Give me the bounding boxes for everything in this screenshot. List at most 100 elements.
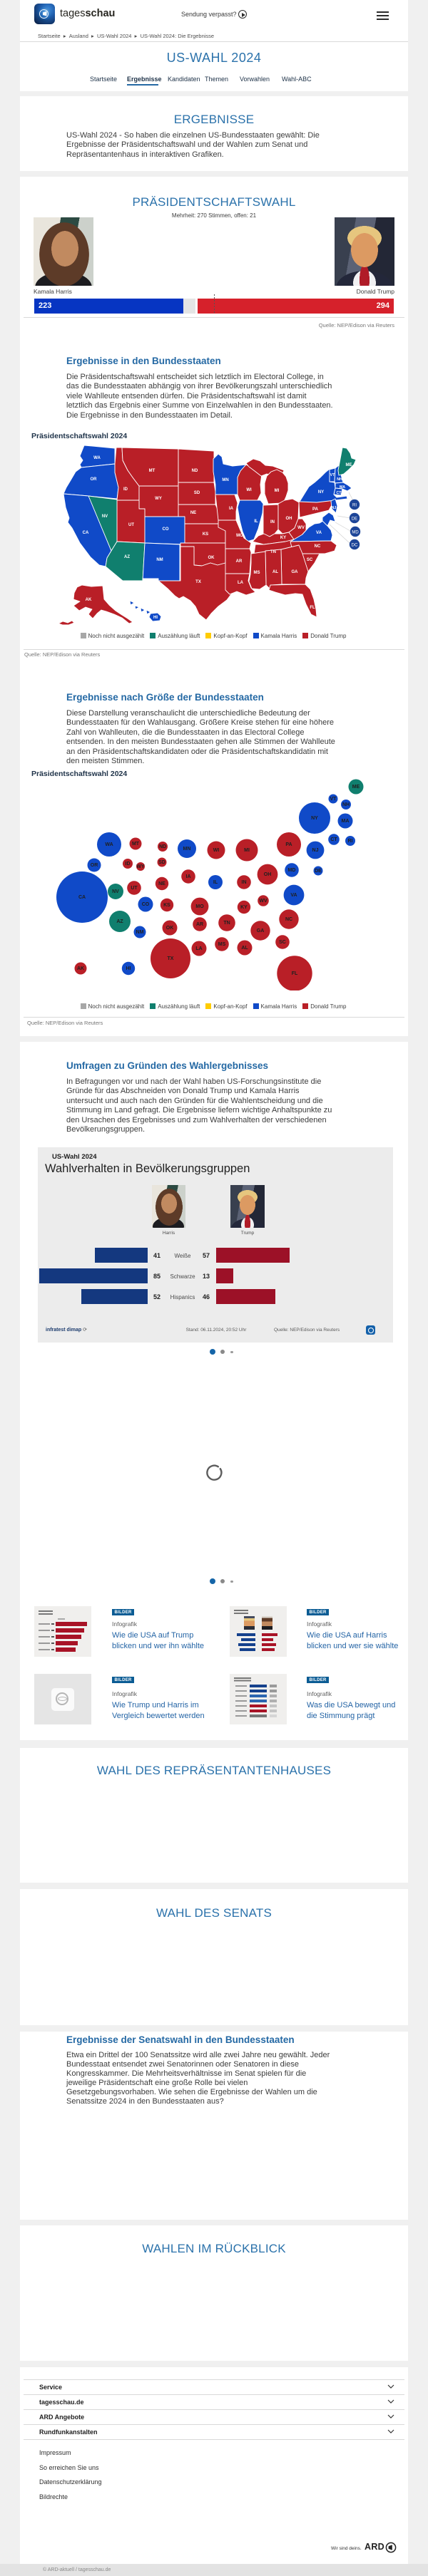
svg-text:OR: OR	[91, 863, 98, 868]
svg-text:AL: AL	[272, 570, 278, 574]
svg-text:TN: TN	[223, 921, 230, 926]
svg-text:TN: TN	[270, 550, 276, 554]
svg-text:LA: LA	[238, 581, 244, 585]
svg-text:WI: WI	[246, 488, 252, 492]
svg-text:CO: CO	[163, 527, 169, 532]
svg-text:AK: AK	[77, 966, 84, 971]
svg-text:KY: KY	[240, 905, 248, 910]
svg-text:DC: DC	[352, 544, 358, 548]
svg-text:IA: IA	[186, 874, 191, 879]
svg-text:MO: MO	[236, 534, 243, 538]
svg-text:SC: SC	[279, 940, 286, 945]
svg-text:CA: CA	[83, 531, 89, 535]
svg-text:MA: MA	[342, 819, 350, 824]
svg-text:AZ: AZ	[116, 919, 123, 924]
svg-text:VT: VT	[330, 473, 335, 477]
svg-text:OK: OK	[166, 926, 174, 931]
svg-text:CA: CA	[78, 895, 86, 900]
svg-text:HI: HI	[126, 966, 131, 971]
svg-text:ME: ME	[346, 463, 352, 467]
svg-text:OH: OH	[264, 872, 272, 877]
svg-text:PA: PA	[285, 842, 292, 847]
svg-text:MD: MD	[288, 868, 296, 873]
svg-text:RI: RI	[352, 504, 357, 508]
svg-text:NM: NM	[136, 930, 144, 935]
svg-text:WA: WA	[105, 842, 113, 847]
svg-text:OH: OH	[286, 517, 292, 521]
svg-text:MT: MT	[149, 469, 156, 473]
svg-text:MI: MI	[275, 489, 280, 493]
svg-text:MO: MO	[195, 904, 204, 909]
svg-text:ID: ID	[126, 862, 131, 867]
svg-text:GA: GA	[292, 570, 299, 574]
svg-text:RI: RI	[348, 839, 353, 844]
svg-text:NJ: NJ	[312, 848, 319, 853]
svg-text:FL: FL	[310, 606, 315, 610]
svg-text:AR: AR	[196, 922, 203, 927]
svg-text:NM: NM	[156, 558, 163, 562]
svg-text:WA: WA	[93, 456, 101, 460]
svg-text:NH: NH	[337, 477, 342, 482]
svg-text:NC: NC	[285, 917, 292, 922]
svg-text:AR: AR	[236, 559, 243, 564]
svg-text:MT: MT	[132, 842, 140, 847]
svg-text:WV: WV	[259, 899, 268, 904]
svg-text:SC: SC	[307, 558, 313, 562]
svg-text:NH: NH	[342, 802, 350, 807]
svg-text:NE: NE	[190, 511, 196, 515]
svg-text:WY: WY	[155, 497, 162, 501]
svg-text:KS: KS	[163, 903, 170, 908]
svg-text:CO: CO	[142, 902, 150, 907]
svg-text:MA: MA	[340, 485, 345, 490]
svg-text:AK: AK	[86, 598, 92, 602]
svg-text:IN: IN	[242, 880, 247, 885]
svg-text:VA: VA	[290, 893, 297, 898]
svg-text:IA: IA	[229, 507, 234, 511]
svg-text:NJ: NJ	[332, 506, 337, 510]
svg-text:WY: WY	[136, 864, 145, 869]
svg-text:HI: HI	[153, 616, 158, 620]
svg-text:DE: DE	[315, 869, 322, 874]
svg-text:CT: CT	[330, 837, 337, 842]
svg-text:ND: ND	[159, 844, 166, 849]
svg-text:WV: WV	[297, 526, 305, 530]
svg-text:OK: OK	[208, 556, 215, 560]
svg-text:AZ: AZ	[124, 555, 130, 559]
svg-text:PA: PA	[312, 507, 319, 512]
svg-text:NV: NV	[102, 514, 108, 519]
svg-text:NE: NE	[158, 881, 165, 886]
svg-text:NV: NV	[112, 889, 119, 894]
svg-text:CT: CT	[337, 491, 342, 495]
svg-text:SD: SD	[194, 491, 200, 495]
svg-text:LA: LA	[195, 946, 202, 951]
svg-text:MS: MS	[218, 942, 226, 947]
svg-text:OR: OR	[91, 477, 98, 482]
svg-text:MN: MN	[222, 478, 228, 482]
svg-text:TX: TX	[195, 580, 201, 584]
svg-text:IL: IL	[254, 519, 258, 524]
svg-text:MD: MD	[352, 531, 359, 535]
svg-text:UT: UT	[131, 886, 138, 891]
svg-text:MI: MI	[244, 848, 250, 853]
svg-text:AL: AL	[241, 946, 248, 951]
svg-text:DE: DE	[352, 517, 357, 522]
svg-text:VT: VT	[330, 797, 337, 802]
svg-text:NC: NC	[315, 544, 321, 549]
svg-text:WI: WI	[213, 848, 220, 853]
svg-text:MS: MS	[254, 571, 260, 575]
svg-text:TX: TX	[168, 956, 174, 961]
svg-text:SD: SD	[158, 860, 165, 865]
svg-text:GA: GA	[257, 929, 265, 933]
svg-text:IL: IL	[213, 880, 218, 885]
svg-text:NY: NY	[318, 490, 324, 495]
svg-text:KS: KS	[203, 532, 208, 537]
svg-text:ID: ID	[123, 487, 128, 492]
svg-text:UT: UT	[128, 523, 134, 527]
svg-text:IN: IN	[270, 520, 275, 524]
svg-text:KY: KY	[280, 536, 286, 540]
svg-text:ME: ME	[352, 785, 360, 790]
svg-text:FL: FL	[292, 971, 298, 976]
svg-text:ND: ND	[192, 469, 198, 473]
svg-text:MN: MN	[183, 847, 191, 852]
svg-text:VA: VA	[316, 531, 322, 535]
